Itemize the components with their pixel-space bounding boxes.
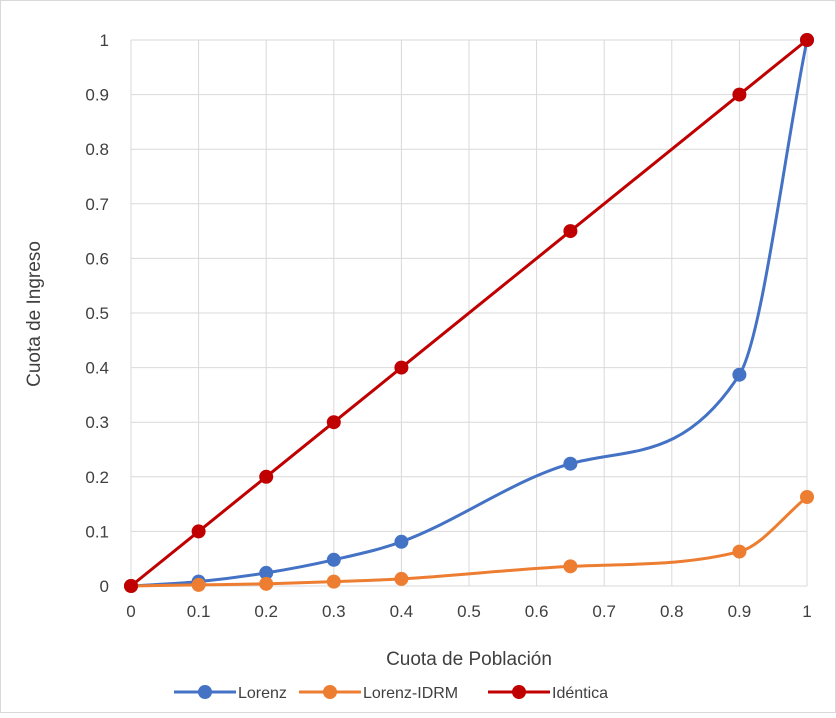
x-axis-ticks: 0 0.1 0.2 0.3 0.4 0.5 0.6 0.7 0.8 0.9 1 xyxy=(126,602,811,621)
x-tick-label: 0.8 xyxy=(660,602,684,621)
y-tick-label: 0.9 xyxy=(85,86,109,105)
y-tick-label: 0.4 xyxy=(85,359,109,378)
y-tick-label: 0.7 xyxy=(85,195,109,214)
y-tick-label: 0.3 xyxy=(85,413,109,432)
data-point-lorenz-idrm xyxy=(191,577,206,592)
x-tick-label: 0.1 xyxy=(187,602,211,621)
data-point-lorenz-idrm xyxy=(732,544,747,559)
data-point-lorenz-idrm xyxy=(394,571,409,586)
data-point-identica xyxy=(394,360,409,375)
y-axis-title: Cuota de Ingreso xyxy=(24,241,45,387)
series-identica xyxy=(124,33,814,593)
data-point-identica xyxy=(563,224,578,239)
data-point-lorenz-idrm xyxy=(259,576,274,591)
legend-marker-lorenz-idrm xyxy=(323,685,337,699)
legend-label-lorenz-idrm: Lorenz-IDRM xyxy=(363,685,458,702)
legend-item-lorenz-idrm: Lorenz-IDRM xyxy=(299,685,458,702)
legend-item-identica: Idéntica xyxy=(488,685,608,702)
data-point-lorenz xyxy=(563,456,578,471)
data-point-identica xyxy=(326,415,341,430)
x-tick-label: 1 xyxy=(802,602,811,621)
data-point-lorenz-idrm xyxy=(800,490,814,505)
y-tick-label: 1 xyxy=(100,31,109,50)
legend-marker-lorenz xyxy=(198,685,212,699)
y-tick-label: 0.8 xyxy=(85,140,109,159)
x-tick-label: 0.6 xyxy=(525,602,549,621)
y-tick-label: 0.6 xyxy=(85,249,109,268)
data-point-lorenz-idrm xyxy=(563,559,578,574)
series-line-identica xyxy=(130,38,808,588)
legend-item-lorenz: Lorenz xyxy=(174,685,287,702)
y-axis-ticks: 0 0.1 0.2 0.3 0.4 0.5 0.6 0.7 0.8 0.9 1 xyxy=(85,31,109,596)
y-tick-label: 0.5 xyxy=(85,304,109,323)
series-layer xyxy=(124,33,814,593)
legend: Lorenz Lorenz-IDRM Idéntica xyxy=(174,685,608,702)
y-tick-label: 0 xyxy=(100,577,109,596)
data-point-lorenz xyxy=(259,565,274,580)
gridlines xyxy=(130,39,808,587)
legend-label-identica: Idéntica xyxy=(552,685,608,702)
data-point-identica xyxy=(732,87,747,102)
x-tick-label: 0.4 xyxy=(390,602,414,621)
series-line-lorenz xyxy=(130,39,809,588)
data-point-identica xyxy=(124,579,138,593)
data-point-identica xyxy=(800,33,814,47)
x-axis-title: Cuota de Población xyxy=(386,649,552,670)
x-tick-label: 0.5 xyxy=(457,602,481,621)
data-point-lorenz xyxy=(394,534,409,549)
data-point-lorenz xyxy=(732,367,747,382)
x-tick-label: 0.2 xyxy=(254,602,278,621)
y-tick-label: 0.2 xyxy=(85,468,109,487)
x-tick-label: 0.9 xyxy=(728,602,752,621)
data-point-lorenz-idrm xyxy=(326,574,341,589)
data-point-lorenz xyxy=(326,552,341,567)
data-point-identica xyxy=(259,469,274,484)
legend-label-lorenz: Lorenz xyxy=(238,685,287,702)
y-tick-label: 0.1 xyxy=(85,522,109,541)
x-tick-label: 0.3 xyxy=(322,602,346,621)
x-tick-label: 0.7 xyxy=(592,602,616,621)
data-point-identica xyxy=(191,524,206,539)
x-tick-label: 0 xyxy=(126,602,135,621)
legend-marker-identica xyxy=(512,685,526,699)
